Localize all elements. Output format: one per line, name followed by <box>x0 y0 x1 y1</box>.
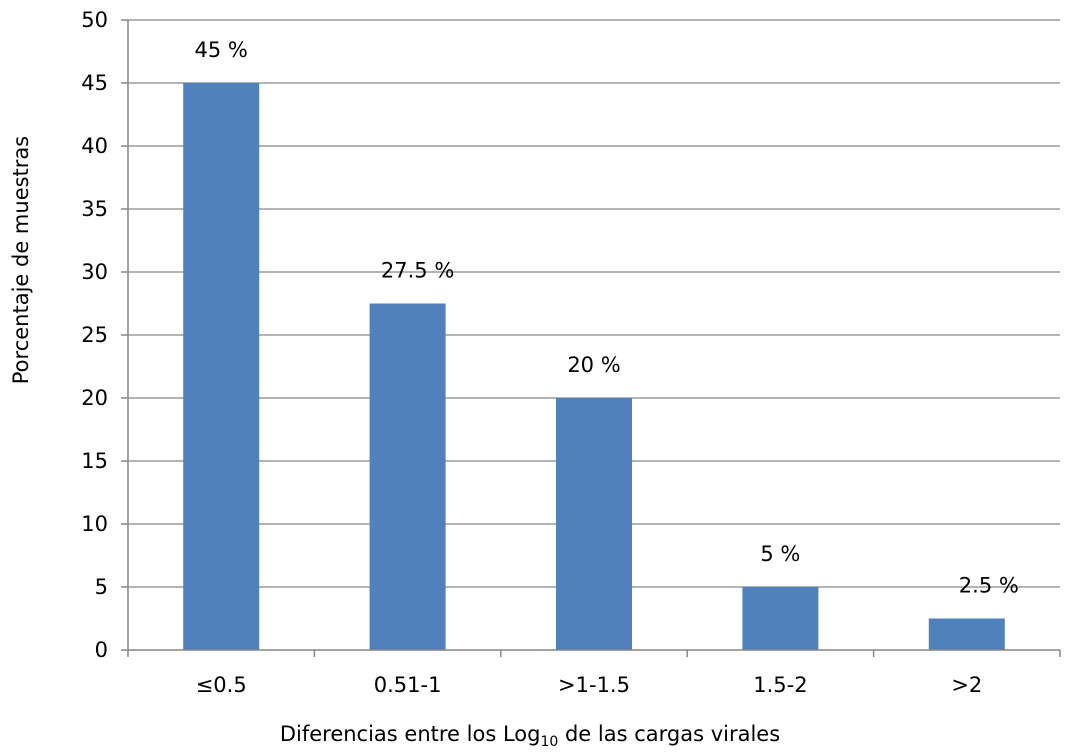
axes <box>127 20 1061 657</box>
data-labels: 45 % 27.5 % 20 % 5 % 2.5 % <box>195 38 1019 598</box>
y-tick-label: 15 <box>81 449 108 473</box>
bar <box>369 303 446 650</box>
y-tick-label: 30 <box>81 260 108 284</box>
y-tick-label: 0 <box>95 638 108 662</box>
bars <box>183 83 1005 650</box>
bar <box>742 587 819 650</box>
y-tick-label: 40 <box>81 134 108 158</box>
y-tick-label: 50 <box>81 8 108 32</box>
y-tick-label: 20 <box>81 386 108 410</box>
x-axis-title-rest: de las cargas virales <box>558 722 780 746</box>
x-tick-label: >2 <box>951 673 982 697</box>
y-tick-labels: 0 5 10 15 20 25 30 35 40 45 50 <box>81 8 108 662</box>
y-tick-label: 35 <box>81 197 108 221</box>
x-tick-label: >1-1.5 <box>558 673 630 697</box>
y-tick-label: 5 <box>95 575 108 599</box>
data-label: 5 % <box>760 542 800 566</box>
bar <box>556 398 632 650</box>
bar <box>183 83 260 650</box>
x-axis-title-main: Diferencias entre los Log <box>280 722 541 746</box>
y-tick-label: 25 <box>81 323 108 347</box>
x-axis-title: Diferencias entre los Log10 de las carga… <box>280 722 780 750</box>
data-label: 2.5 % <box>959 574 1019 598</box>
y-tick-label: 45 <box>81 71 108 95</box>
x-tick-label: 0.51-1 <box>374 673 442 697</box>
data-label: 27.5 % <box>381 259 454 283</box>
y-tick-label: 10 <box>81 512 108 536</box>
data-label: 45 % <box>195 38 248 62</box>
x-tick-label: 1.5-2 <box>753 673 807 697</box>
x-axis-title-subscript: 10 <box>540 734 558 750</box>
data-label: 20 % <box>567 353 620 377</box>
y-axis-title: Porcentaje de muestras <box>9 136 33 384</box>
x-tick-labels: ≤0.5 0.51-1 >1-1.5 1.5-2 >2 <box>196 673 983 697</box>
bar <box>928 618 1005 650</box>
x-tick-label: ≤0.5 <box>196 673 247 697</box>
